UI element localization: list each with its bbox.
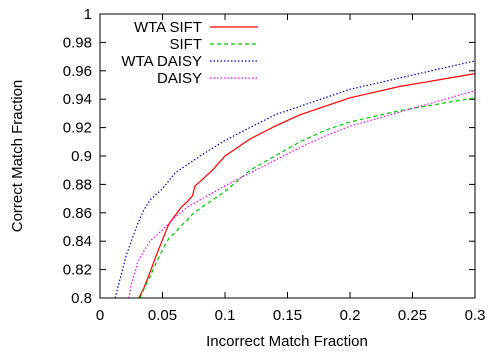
y-ticks: 0.8 0.82 0.84 0.86 0.88 0.9 0.92 0.94 0.96 0.98 1: [63, 6, 475, 307]
series-line-wta-sift: [138, 73, 476, 299]
y-tick-label: 0.98: [63, 34, 92, 51]
x-tick-label: 0.2: [340, 307, 361, 324]
y-tick-label: 0.9: [71, 148, 92, 165]
series-line-wta-daisy: [114, 60, 476, 299]
y-tick-label: 0.92: [63, 120, 92, 137]
y-tick-label: 0.84: [63, 233, 92, 250]
y-tick-label: 0.8: [71, 290, 92, 307]
plot-frame: [99, 13, 476, 299]
series-line-daisy: [128, 90, 476, 299]
x-tick-label: 0.1: [215, 307, 236, 324]
legend-label: WTA SIFT: [134, 19, 202, 36]
y-axis-label: Correct Match Fraction: [9, 80, 26, 233]
y-tick-label: 0.96: [63, 63, 92, 80]
x-ticks: 0 0.05 0.1 0.15 0.2 0.25 0.3: [96, 14, 486, 324]
series-lines: [114, 60, 476, 299]
x-tick-label: 0.05: [148, 307, 177, 324]
x-tick-label: 0.3: [465, 307, 486, 324]
y-tick-label: 0.82: [63, 262, 92, 279]
y-tick-label: 1: [84, 6, 92, 23]
x-axis-label: Incorrect Match Fraction: [206, 333, 368, 350]
y-tick-label: 0.88: [63, 176, 92, 193]
y-tick-label: 0.94: [63, 91, 92, 108]
x-tick-label: 0.15: [273, 307, 302, 324]
x-tick-label: 0: [96, 307, 104, 324]
legend-label: SIFT: [170, 36, 203, 53]
x-tick-label: 0.25: [398, 307, 427, 324]
y-tick-label: 0.86: [63, 205, 92, 222]
legend-label: WTA DAISY: [121, 53, 202, 70]
series-line-sift: [139, 97, 476, 299]
legend-label: DAISY: [157, 70, 202, 87]
